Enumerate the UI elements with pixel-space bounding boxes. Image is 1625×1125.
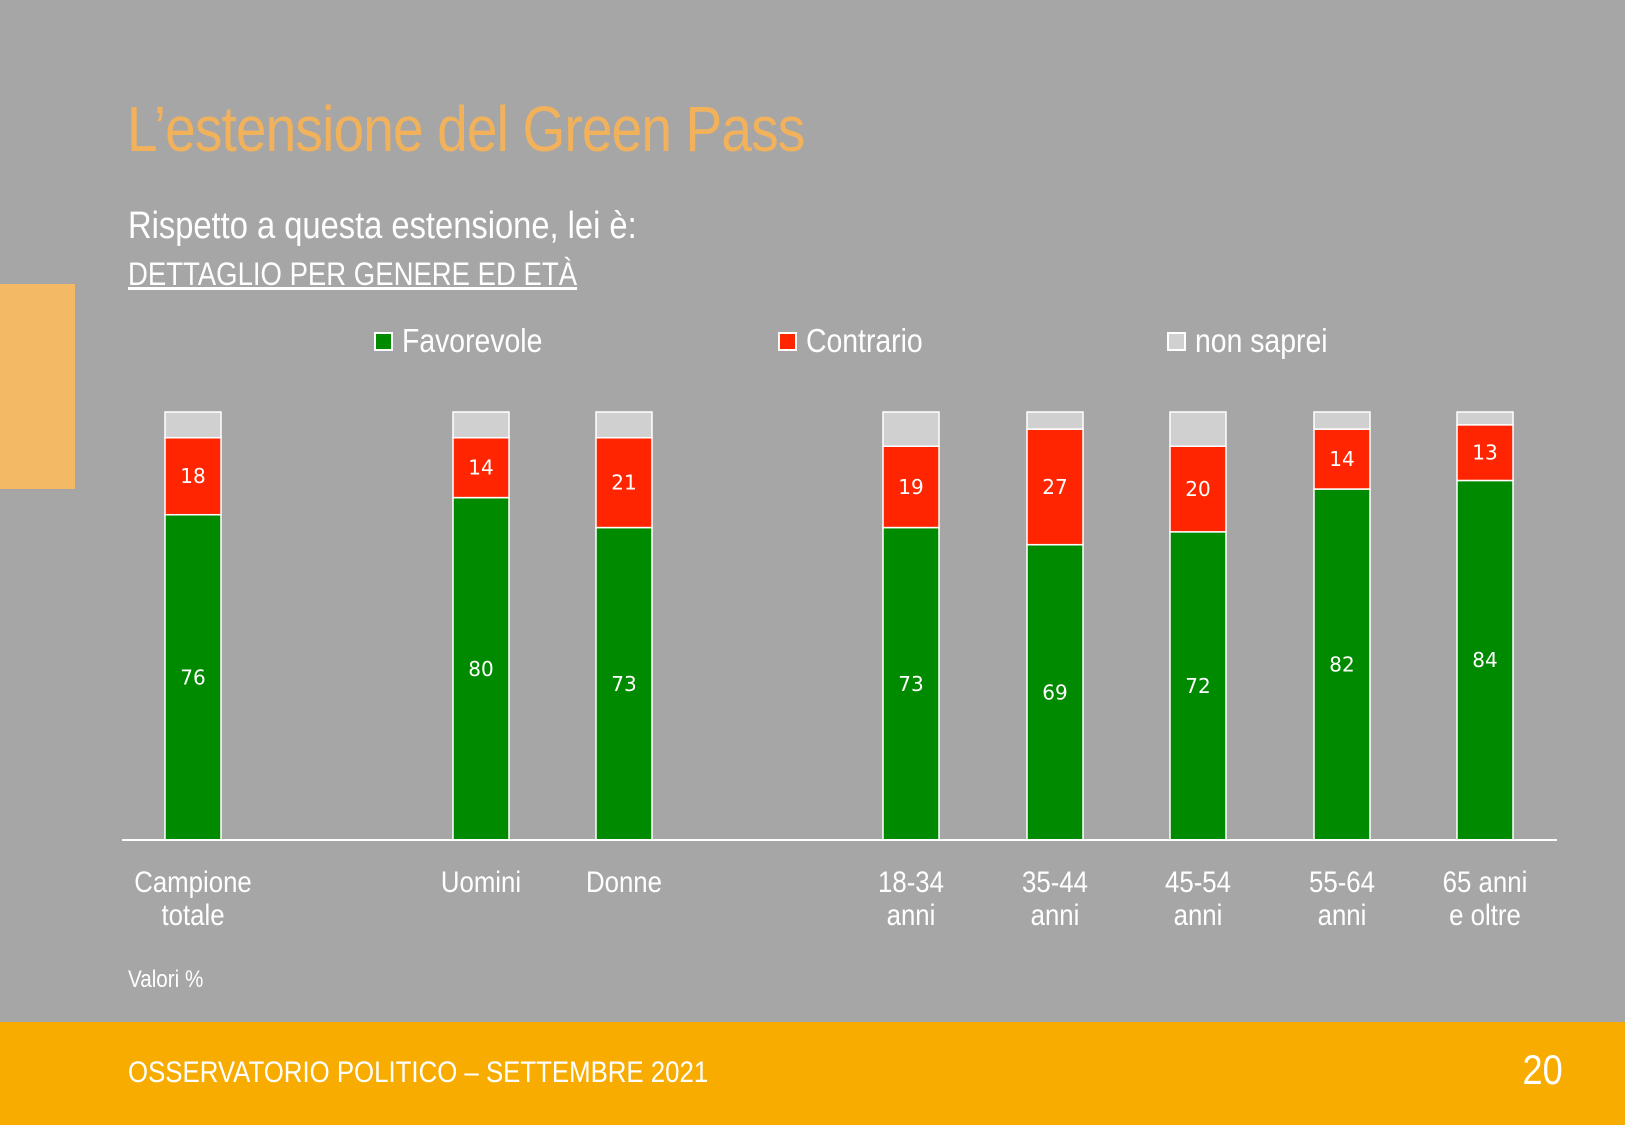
bar-segment-contrario xyxy=(1026,428,1084,546)
data-label-contrario: 13 xyxy=(1472,441,1497,465)
bar-segment-favorevole xyxy=(164,513,222,841)
page-number: 20 xyxy=(1522,1046,1563,1093)
bar-segment-non-saprei xyxy=(1313,411,1371,430)
legend-label-contrario: Contrario xyxy=(806,322,923,359)
category-label: Uomini xyxy=(441,865,521,898)
legend-label-non-saprei: non saprei xyxy=(1195,322,1328,359)
bar-segment-contrario xyxy=(1456,424,1514,482)
data-label-contrario: 14 xyxy=(468,456,493,480)
data-label-contrario: 20 xyxy=(1185,477,1210,501)
bar-segment-non-saprei xyxy=(452,411,510,439)
bar-segment-contrario xyxy=(595,436,653,529)
category-label: 55-64 anni xyxy=(1309,865,1375,931)
data-label-favorevole: 69 xyxy=(1042,680,1067,704)
data-label-contrario: 21 xyxy=(611,471,636,495)
survey-question: Rispetto a questa estensione, lei è: xyxy=(128,205,637,247)
data-label-favorevole: 73 xyxy=(898,672,923,696)
bar-segment-non-saprei xyxy=(882,411,940,447)
bar-segment-contrario xyxy=(164,436,222,516)
page-title: L’estensione del Green Pass xyxy=(127,93,805,165)
legend-contrario: Contrario xyxy=(778,322,942,360)
stacked-bar-chart: 76 18 Campione totale 80 14 Uomini 73 21 Donne 73 1… xyxy=(122,411,1557,931)
category-label: 35-44 anni xyxy=(1022,865,1088,931)
data-label-contrario: 18 xyxy=(180,464,205,488)
bar-segment-favorevole xyxy=(1026,543,1084,841)
data-label-favorevole: 73 xyxy=(611,672,636,696)
category-label: Campione totale xyxy=(134,865,252,931)
legend-swatch-favorevole xyxy=(374,331,393,351)
bar-segment-non-saprei xyxy=(1169,411,1227,447)
category-label: 65 anni e oltre xyxy=(1443,865,1528,931)
data-label-favorevole: 82 xyxy=(1329,653,1354,677)
data-label-contrario: 19 xyxy=(898,475,923,499)
legend-non-saprei: non saprei xyxy=(1167,322,1349,360)
bar-segment-favorevole xyxy=(1169,531,1227,841)
bar-segment-favorevole xyxy=(1313,488,1371,841)
bar-segment-contrario xyxy=(1169,445,1227,533)
bar-segment-favorevole xyxy=(595,526,653,841)
footer-bar: OSSERVATORIO POLITICO – SETTEMBRE 2021 2… xyxy=(0,1022,1625,1125)
data-label-favorevole: 76 xyxy=(180,665,205,689)
bar-segment-favorevole xyxy=(452,496,510,841)
side-accent-bar xyxy=(0,284,75,489)
legend-label-favorevole: Favorevole xyxy=(402,322,543,359)
category-label: 18-34 anni xyxy=(878,865,944,931)
bar-segment-non-saprei xyxy=(164,411,222,439)
bar-segment-non-saprei xyxy=(1026,411,1084,430)
category-label: Donne xyxy=(586,865,662,898)
chart-subtitle: DETTAGLIO PER GENERE ED ETÀ xyxy=(128,256,578,292)
legend-swatch-non-saprei xyxy=(1167,331,1186,351)
bar-segment-non-saprei xyxy=(1456,411,1514,426)
legend-favorevole: Favorevole xyxy=(374,322,565,360)
data-label-favorevole: 80 xyxy=(468,657,493,681)
data-label-contrario: 27 xyxy=(1042,475,1067,499)
legend-swatch-contrario xyxy=(778,331,797,351)
data-label-favorevole: 84 xyxy=(1472,648,1497,672)
bar-segment-non-saprei xyxy=(595,411,653,439)
bar-segment-contrario xyxy=(1313,428,1371,490)
footer-text: OSSERVATORIO POLITICO – SETTEMBRE 2021 xyxy=(128,1056,709,1089)
data-label-contrario: 14 xyxy=(1329,447,1354,471)
category-label: 45-54 anni xyxy=(1165,865,1231,931)
values-note: Valori % xyxy=(128,966,204,993)
data-label-favorevole: 72 xyxy=(1185,674,1210,698)
